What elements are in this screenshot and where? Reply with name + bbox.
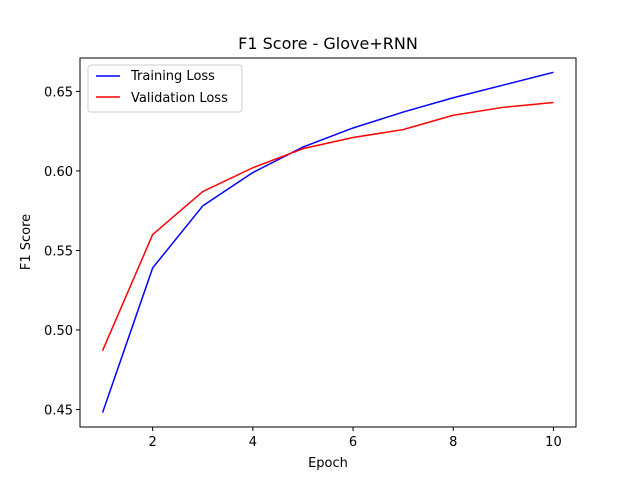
legend-box: [87, 64, 243, 113]
legend: Training Loss Validation Loss: [87, 64, 243, 113]
series-line-0: [101, 71, 554, 413]
plot-area: 2 4 6 8 10 0.45 0.50 0.55 0.60 0.65: [44, 57, 577, 450]
plot-frame: [79, 57, 577, 428]
series-layer: [101, 71, 554, 413]
legend-label-validation: Validation Loss: [131, 91, 228, 106]
x-axis-label: Epoch: [308, 456, 348, 471]
y-axis-label: F1 Score: [19, 214, 34, 270]
y-tick-label-2: 0.55: [44, 244, 73, 259]
x-tick-label-10: 10: [545, 435, 562, 450]
x-axis: 2 4 6 8 10: [149, 427, 562, 450]
series-line-1: [101, 101, 554, 351]
x-tick-label-2: 2: [149, 435, 157, 450]
x-tick-label-8: 8: [449, 435, 457, 450]
x-tick-label-4: 4: [249, 435, 257, 450]
y-axis: 0.45 0.50 0.55 0.60 0.65: [44, 85, 80, 419]
y-tick-label-1: 0.50: [44, 324, 73, 339]
chart-title: F1 Score - Glove+RNN: [238, 34, 418, 53]
y-tick-label-0: 0.45: [44, 404, 73, 419]
y-tick-label-3: 0.60: [44, 165, 73, 180]
x-tick-label-6: 6: [349, 435, 357, 450]
y-tick-label-4: 0.65: [44, 85, 73, 100]
legend-label-training: Training Loss: [130, 69, 215, 84]
